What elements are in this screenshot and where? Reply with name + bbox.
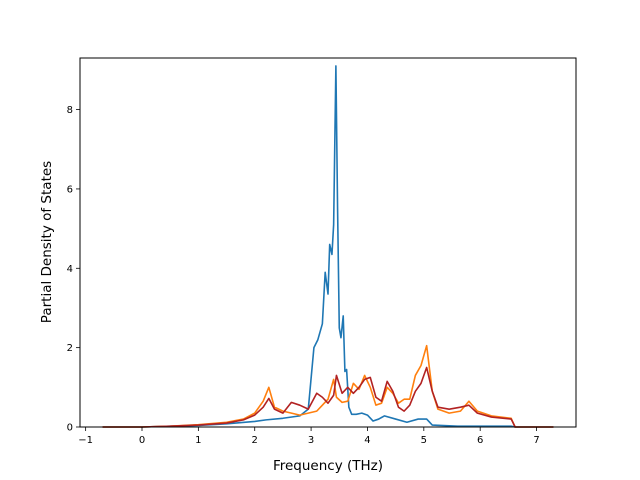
- x-tick-label: 6: [477, 435, 483, 446]
- x-tick-label: 2: [252, 435, 258, 446]
- y-tick-label: 2: [67, 343, 73, 354]
- x-tick-label: 3: [308, 435, 314, 446]
- y-tick-label: 0: [67, 423, 73, 434]
- plot-frame: [79, 57, 577, 428]
- y-ticks: 0 2 4 6 8: [67, 105, 80, 434]
- x-axis-label: Frequency (THz): [273, 458, 383, 474]
- y-axis-label: Partial Density of States: [39, 161, 55, 323]
- series-line-3: [102, 366, 554, 428]
- x-tick-label: 0: [139, 435, 145, 446]
- y-tick-label: 8: [67, 105, 73, 116]
- y-tick-label: 4: [67, 264, 73, 275]
- series-line-1: [102, 65, 554, 428]
- series-layer: [102, 65, 554, 428]
- x-ticks: −1 0 1 2 3 4 5 6 7: [78, 427, 540, 446]
- x-tick-label: −1: [78, 435, 93, 446]
- x-tick-label: 1: [195, 435, 201, 446]
- x-tick-label: 7: [533, 435, 539, 446]
- series-line-2: [102, 344, 554, 428]
- x-tick-label: 4: [364, 435, 370, 446]
- x-tick-label: 5: [421, 435, 427, 446]
- y-tick-label: 6: [67, 184, 73, 195]
